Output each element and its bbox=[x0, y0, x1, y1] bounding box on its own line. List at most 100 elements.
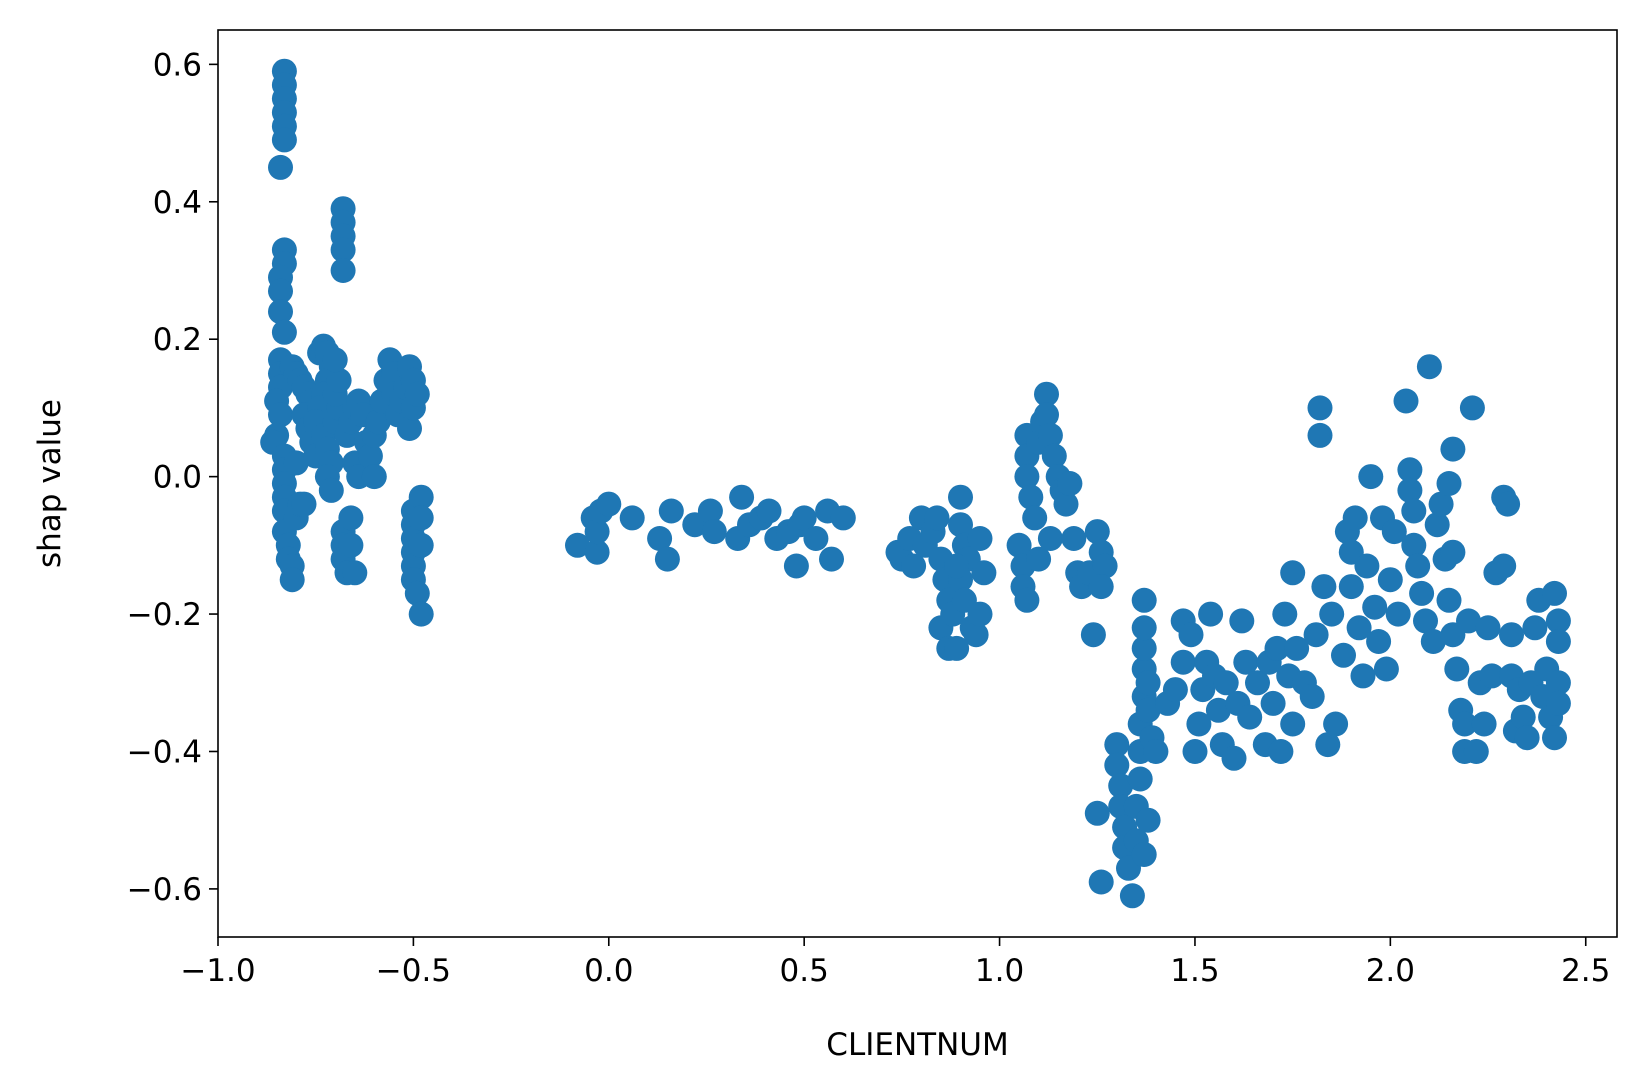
data-point bbox=[1416, 354, 1442, 380]
data-point bbox=[268, 299, 293, 325]
data-point bbox=[1018, 484, 1044, 510]
data-point bbox=[1205, 697, 1231, 723]
data-point bbox=[1092, 553, 1118, 579]
data-point bbox=[1186, 711, 1212, 737]
data-point bbox=[1037, 526, 1063, 551]
y-tick-label: 0.2 bbox=[153, 322, 202, 358]
data-point bbox=[1307, 395, 1333, 421]
data-point bbox=[1428, 491, 1454, 517]
data-point bbox=[1545, 629, 1571, 654]
data-point bbox=[1084, 800, 1110, 826]
data-point bbox=[1053, 491, 1079, 517]
y-tick-label: −0.4 bbox=[127, 734, 202, 770]
data-point bbox=[1037, 422, 1063, 448]
data-point bbox=[1162, 677, 1188, 703]
data-point bbox=[1456, 608, 1481, 634]
data-point bbox=[1436, 471, 1462, 496]
data-point bbox=[1131, 587, 1157, 613]
data-point bbox=[338, 505, 364, 531]
data-point bbox=[1280, 560, 1306, 586]
data-point bbox=[791, 505, 817, 531]
x-tick-label: −1.0 bbox=[180, 953, 255, 989]
data-point bbox=[1104, 732, 1130, 758]
data-point bbox=[1080, 622, 1106, 648]
data-point bbox=[756, 498, 782, 524]
data-point bbox=[397, 416, 422, 441]
data-point bbox=[1006, 532, 1032, 558]
data-point bbox=[326, 367, 352, 393]
data-point bbox=[1319, 601, 1345, 627]
data-point bbox=[1245, 670, 1270, 696]
data-point bbox=[1084, 519, 1110, 545]
data-point bbox=[1135, 697, 1161, 723]
data-point bbox=[1338, 574, 1364, 600]
y-tick-label: 0.4 bbox=[153, 185, 202, 221]
data-point bbox=[1119, 883, 1145, 909]
data-point bbox=[268, 278, 293, 304]
data-point bbox=[963, 622, 989, 648]
data-point bbox=[1420, 629, 1446, 654]
data-point bbox=[1373, 656, 1399, 682]
data-point bbox=[1131, 615, 1157, 641]
data-point bbox=[1510, 704, 1536, 730]
data-point bbox=[971, 560, 997, 586]
x-axis-label: CLIENTNUM bbox=[826, 1027, 1008, 1063]
data-point bbox=[1397, 477, 1423, 503]
data-point bbox=[803, 526, 829, 551]
data-point bbox=[819, 546, 844, 572]
data-point bbox=[1471, 711, 1497, 737]
plot-frame bbox=[217, 29, 1618, 938]
data-point bbox=[361, 464, 387, 490]
data-point bbox=[1135, 807, 1161, 833]
data-point bbox=[357, 443, 383, 469]
data-point bbox=[1545, 690, 1571, 716]
data-point bbox=[1350, 663, 1376, 689]
y-tick-label: 0.0 bbox=[153, 460, 202, 496]
y-axis: 0.6 0.4 0.2 0.0 −0.2 −0.4 −0.6 bbox=[127, 47, 218, 908]
data-point bbox=[647, 526, 673, 551]
data-point bbox=[1311, 574, 1337, 600]
data-point bbox=[1143, 739, 1169, 764]
data-point bbox=[1041, 443, 1067, 469]
data-point bbox=[1034, 402, 1059, 428]
data-point bbox=[967, 526, 993, 551]
data-point bbox=[1491, 553, 1517, 579]
y-tick-label: −0.6 bbox=[127, 872, 202, 908]
x-tick-label: 0.5 bbox=[780, 953, 829, 989]
data-point bbox=[565, 532, 590, 558]
y-axis-label: shap value bbox=[32, 399, 68, 568]
data-point bbox=[1381, 519, 1407, 545]
data-point bbox=[1131, 635, 1157, 661]
data-point bbox=[342, 560, 368, 586]
data-point bbox=[1299, 684, 1325, 709]
data-point bbox=[268, 154, 293, 180]
data-point bbox=[619, 505, 645, 531]
data-point bbox=[1452, 711, 1478, 737]
data-point bbox=[1022, 505, 1048, 531]
data-point bbox=[1014, 587, 1040, 613]
data-point bbox=[1397, 457, 1423, 483]
data-point bbox=[1178, 622, 1204, 648]
data-point bbox=[654, 546, 680, 572]
data-point bbox=[1182, 739, 1208, 764]
data-point bbox=[830, 505, 856, 531]
data-point bbox=[901, 553, 927, 579]
data-point bbox=[365, 409, 391, 435]
data-point bbox=[1545, 608, 1571, 634]
data-point bbox=[330, 237, 356, 263]
data-point bbox=[1393, 388, 1419, 414]
data-point bbox=[1088, 869, 1114, 895]
data-point bbox=[1499, 622, 1524, 648]
data-point bbox=[1354, 553, 1380, 579]
data-point bbox=[1358, 464, 1384, 490]
data-point bbox=[948, 484, 973, 510]
data-point bbox=[1233, 649, 1259, 675]
data-point bbox=[701, 519, 727, 545]
data-point bbox=[729, 484, 755, 510]
x-tick-label: 0.0 bbox=[584, 953, 633, 989]
data-point bbox=[1413, 608, 1438, 634]
data-point bbox=[1475, 615, 1501, 641]
data-point bbox=[268, 402, 293, 428]
data-point bbox=[1026, 546, 1052, 572]
